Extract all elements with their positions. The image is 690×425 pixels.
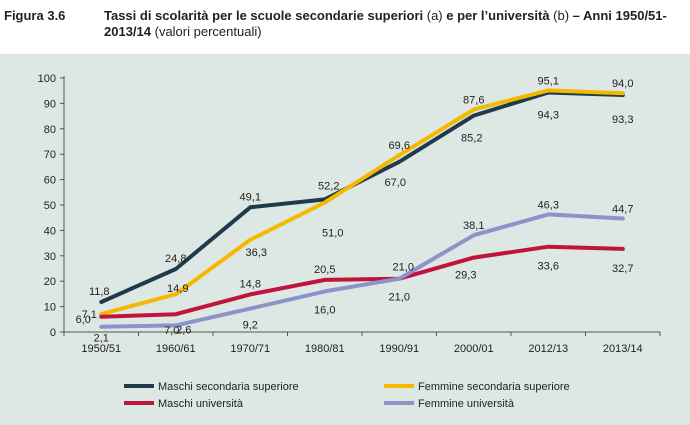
- y-tick-label: 40: [44, 225, 56, 237]
- data-label: 94,0: [612, 78, 633, 90]
- y-tick-label: 100: [38, 73, 56, 85]
- title-note-b: (b): [553, 8, 570, 23]
- data-label: 2,1: [94, 333, 109, 345]
- x-tick-label: 1990/91: [379, 343, 419, 355]
- data-label: 93,3: [612, 114, 633, 126]
- data-label: 14,9: [167, 283, 188, 295]
- title-note-a: (a): [426, 8, 443, 23]
- data-label: 33,6: [538, 261, 559, 273]
- x-tick-label: 1950/51: [81, 343, 121, 355]
- legend-label: Femmine università: [418, 398, 515, 410]
- data-label: 21,0: [393, 262, 414, 274]
- data-label: 21,0: [389, 292, 410, 304]
- y-tick-label: 70: [44, 149, 56, 161]
- data-label: 32,7: [612, 263, 633, 275]
- data-label: 67,0: [385, 177, 406, 189]
- y-tick-label: 30: [44, 251, 56, 263]
- y-tick-label: 50: [44, 200, 56, 212]
- y-tick-label: 20: [44, 276, 56, 288]
- title-part-2: e per l’università: [442, 8, 554, 23]
- data-label: 7,1: [82, 309, 97, 321]
- data-label: 24,8: [165, 253, 186, 265]
- data-label: 36,3: [246, 247, 267, 259]
- data-label: 94,3: [538, 109, 559, 121]
- title-part-1: Tassi di scolarità per le scuole seconda…: [104, 8, 427, 23]
- data-label: 49,1: [240, 191, 261, 203]
- x-tick-label: 2012/13: [528, 343, 568, 355]
- y-tick-label: 60: [44, 175, 56, 187]
- series-line-3: [99, 244, 625, 319]
- line-chart: 0 10 20 30 40 50 60 70 80 90 100 1950/51 1960/61 1970…: [38, 73, 661, 410]
- data-label: 7,0: [164, 325, 179, 337]
- x-tick-label: 2013/14: [603, 343, 643, 355]
- legend-label: Femmine secondaria superiore: [418, 381, 570, 393]
- data-label: 29,3: [455, 270, 476, 282]
- data-label: 6,0: [76, 314, 91, 326]
- y-tick-label: 90: [44, 98, 56, 110]
- x-tick-label: 1960/61: [156, 343, 196, 355]
- title-part-3: – Anni 1950/51-2013/14: [104, 8, 667, 39]
- series-line-2: [99, 88, 625, 316]
- data-label: 14,8: [240, 278, 261, 290]
- data-label: 16,0: [314, 304, 335, 316]
- data-label: 51,0: [322, 227, 343, 239]
- data-label: 44,7: [612, 203, 633, 215]
- data-label: 46,3: [538, 199, 559, 211]
- data-label: 20,5: [314, 264, 335, 276]
- data-label: 9,2: [243, 320, 258, 332]
- data-label: 11,8: [89, 286, 110, 298]
- x-tick-label: 1980/81: [305, 343, 345, 355]
- series-line-4: [99, 212, 625, 329]
- figure-header: Figura 3.6 Tassi di scolarità per le scu…: [0, 0, 690, 50]
- x-tick-label: 1970/71: [230, 343, 270, 355]
- data-label: 38,1: [463, 220, 484, 232]
- data-label: 95,1: [538, 75, 559, 87]
- data-label: 2,6: [176, 324, 191, 336]
- y-tick-label: 0: [50, 327, 56, 339]
- data-label: 85,2: [461, 133, 482, 145]
- y-tick-label: 80: [44, 124, 56, 136]
- chart-panel: 0 10 20 30 40 50 60 70 80 90 100 1950/51 1960/61 1970…: [0, 54, 690, 425]
- figure-label: Figura 3.6: [4, 8, 66, 23]
- x-tick-label: 2000/01: [454, 343, 494, 355]
- data-label: 52,2: [318, 180, 339, 192]
- data-label: 69,6: [389, 140, 410, 152]
- title-unit: (valori percentuali): [151, 24, 262, 39]
- figure-title: Tassi di scolarità per le scuole seconda…: [104, 8, 684, 40]
- legend-label: Maschi secondaria superiore: [158, 381, 299, 393]
- legend-label: Maschi università: [158, 398, 244, 410]
- data-label: 87,6: [463, 94, 484, 106]
- y-tick-label: 10: [44, 302, 56, 314]
